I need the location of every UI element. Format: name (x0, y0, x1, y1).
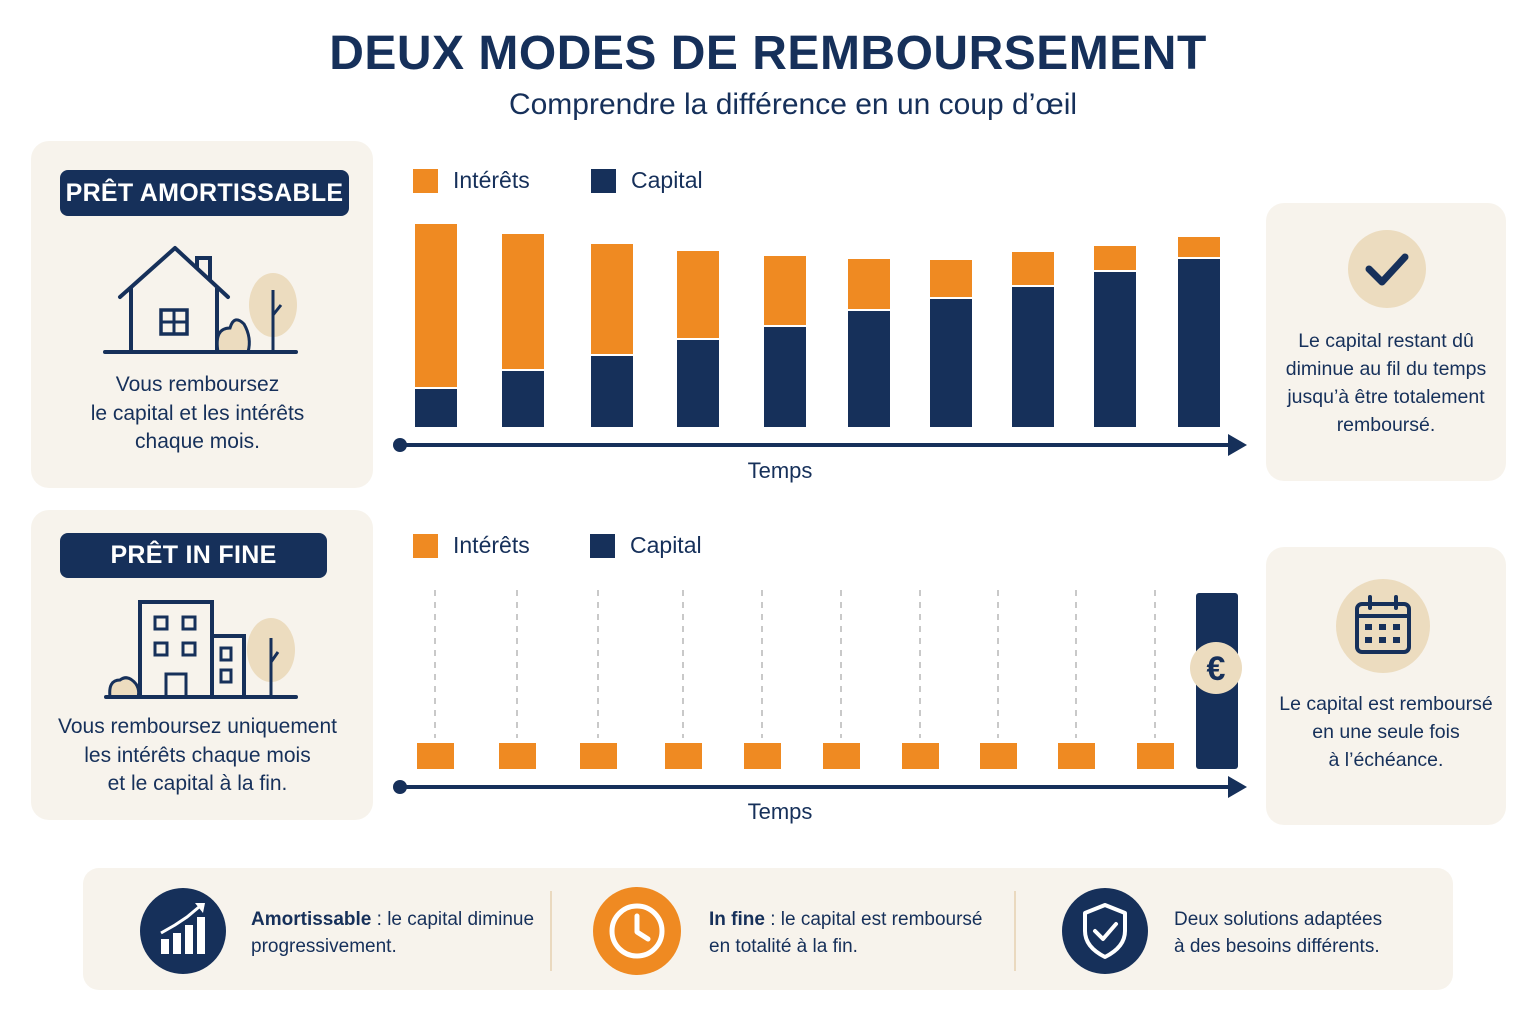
bar-capital (502, 371, 544, 427)
page-title: DEUX MODES DE REMBOURSEMENT (329, 27, 1207, 80)
check-icon (1348, 230, 1426, 308)
footer-item-in-fine: In fine : le capital est remboursé en to… (709, 909, 983, 957)
summary-panel (83, 868, 1453, 990)
bar-interets (764, 256, 806, 325)
bar-interets (930, 260, 972, 297)
bar-interets (1012, 252, 1054, 285)
chart1-axis-origin (393, 438, 407, 452)
clock-icon (593, 887, 681, 975)
chart2-x-axis-label: Temps (747, 799, 813, 824)
bar-interets (1058, 743, 1095, 769)
chart1-axis-arrow (1228, 434, 1247, 456)
bar-interets (415, 224, 457, 387)
bar-interets (1178, 237, 1220, 257)
legend-swatch-orange (413, 168, 438, 193)
legend-swatch-navy (591, 168, 616, 193)
bar-interets (848, 259, 890, 309)
bar-interets (677, 251, 719, 338)
footer-item-amortissable: Amortissable : le capital diminue progre… (251, 909, 535, 957)
in-fine-badge: PRÊT IN FINE (60, 533, 327, 578)
chart2-legend-capital: Capital (590, 532, 702, 559)
chart2-axis-origin (393, 780, 407, 794)
bar-interets (1094, 246, 1136, 270)
chart2-axis-arrow (1228, 776, 1247, 798)
in-fine-description: Vous remboursez uniquement les intérêts … (58, 715, 337, 795)
bar-interets (665, 743, 702, 769)
building-icon (104, 600, 298, 699)
legend-swatch-orange (413, 533, 438, 558)
bar-capital (415, 389, 457, 427)
footer-item-solutions: Deux solutions adaptées à des besoins di… (1174, 909, 1383, 957)
shield-check-icon (1062, 888, 1148, 974)
legend-label: Capital (631, 167, 703, 193)
bar-capital (1178, 259, 1220, 427)
house-icon (103, 246, 298, 354)
bar-capital (677, 340, 719, 427)
bar-capital (764, 327, 806, 427)
chart2-legend-interets: Intérêts (413, 532, 530, 559)
in-fine-note: Le capital est remboursé en une seule fo… (1279, 693, 1493, 771)
footer-divider (550, 891, 552, 971)
bar-interets (902, 743, 939, 769)
chart1-legend-interets: Intérêts (413, 167, 530, 194)
bar-interets (417, 743, 454, 769)
bar-capital (930, 299, 972, 427)
euro-icon: € (1207, 650, 1226, 688)
legend-swatch-navy (590, 533, 615, 558)
chart1-legend-capital: Capital (591, 167, 703, 194)
amortissable-description: Vous remboursez le capital et les intérê… (90, 373, 305, 453)
bar-interets (980, 743, 1017, 769)
legend-label: Intérêts (453, 167, 530, 193)
calendar-icon (1336, 579, 1430, 673)
bar-interets (580, 743, 617, 769)
bar-interets (499, 743, 536, 769)
bar-capital (1196, 593, 1238, 769)
bar-interets (744, 743, 781, 769)
bar-interets (823, 743, 860, 769)
bar-capital (1094, 272, 1136, 427)
amortissable-note: Le capital restant dû diminue au fil du … (1285, 330, 1487, 436)
bar-interets (591, 244, 633, 354)
legend-label: Capital (630, 532, 702, 558)
chart1-x-axis-label: Temps (747, 458, 813, 483)
euro-badge (1190, 642, 1242, 694)
legend-label: Intérêts (453, 532, 530, 558)
page-subtitle: Comprendre la différence en un coup d’œi… (508, 88, 1078, 121)
growth-chart-icon (140, 888, 226, 974)
bar-capital (848, 311, 890, 427)
bar-capital (1012, 287, 1054, 427)
footer-divider (1014, 891, 1016, 971)
bar-interets (1137, 743, 1174, 769)
amortissable-badge: PRÊT AMORTISSABLE (60, 170, 349, 216)
bar-interets (502, 234, 544, 369)
bar-capital (591, 356, 633, 427)
